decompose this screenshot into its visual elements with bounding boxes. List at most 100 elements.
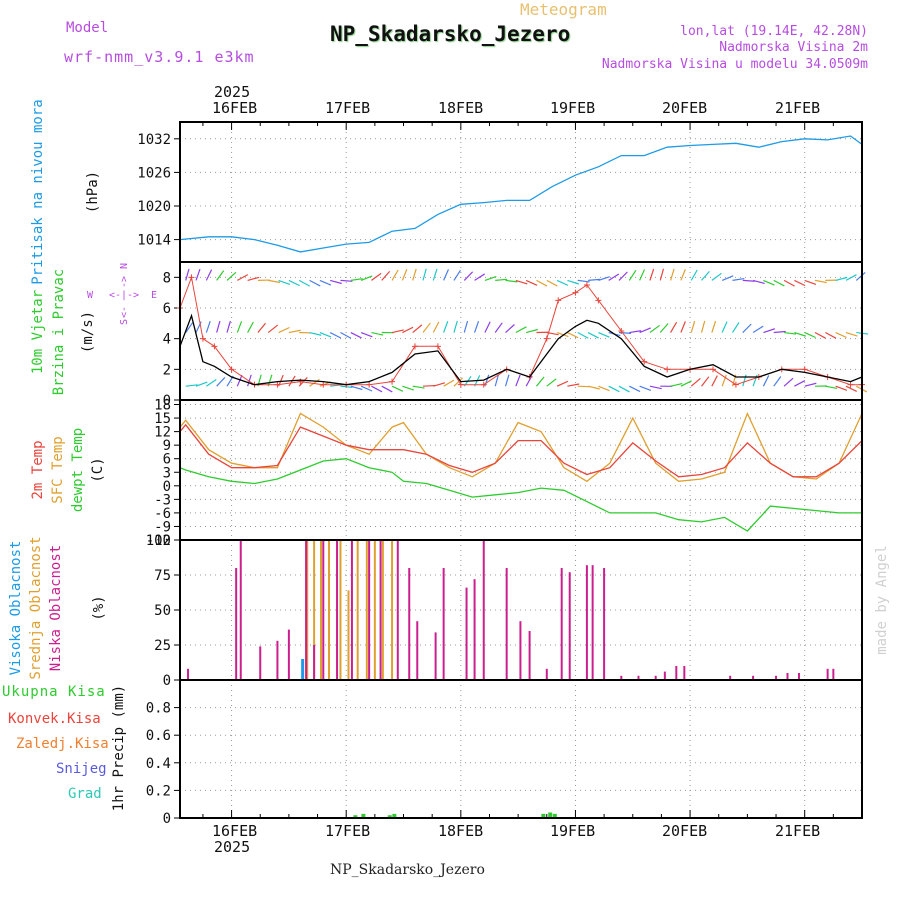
- wind-barb: [711, 272, 722, 281]
- wind-barb: [618, 385, 630, 393]
- legend-snow: Snijeg: [56, 761, 107, 777]
- wind-barb: [515, 279, 528, 285]
- y-tick-label: 75: [154, 568, 171, 584]
- low-cloud-bar: [675, 666, 678, 680]
- wind-barb: [783, 377, 794, 387]
- wind-barb: [360, 275, 373, 281]
- wind-gust-marker: [389, 378, 396, 385]
- wind-barb: [700, 320, 706, 333]
- wind-barb: [484, 321, 491, 333]
- low-cloud-bar: [786, 673, 789, 680]
- elevation-text: Nadmorska Visina 2m: [719, 40, 868, 55]
- wind-gust-marker: [664, 366, 671, 373]
- wind-gust-marker: [366, 381, 373, 388]
- low-cloud-bar: [408, 568, 411, 680]
- wind-barb: [329, 279, 342, 285]
- wind-gust-marker: [847, 381, 854, 388]
- low-cloud-bar: [683, 666, 686, 680]
- meteogram-subtitle: Meteogram: [520, 0, 607, 19]
- wind-barb: [556, 331, 569, 338]
- wind-gust-marker: [801, 366, 808, 373]
- wind-barb: [742, 279, 755, 282]
- chart-marks: [177, 135, 869, 818]
- y-tick-label: 4: [163, 332, 171, 348]
- wind-gust-marker: [188, 274, 195, 281]
- wind-barb: [484, 275, 497, 281]
- temp-unit: (C): [90, 457, 106, 482]
- wind-barb: [216, 320, 221, 333]
- wind-barb: [731, 322, 740, 333]
- compass-north: N: [119, 263, 130, 269]
- low-cloud-bar: [235, 568, 238, 680]
- low-cloud-bar: [379, 540, 382, 680]
- wind-barb: [443, 379, 455, 387]
- wind-barb: [504, 374, 510, 387]
- wind-barb: [814, 332, 826, 339]
- wind-barb: [247, 321, 254, 333]
- day-label-top-2: 18FEB: [438, 99, 484, 117]
- panel-frames: [179, 121, 863, 819]
- wind-gust-marker: [572, 289, 579, 296]
- wind-gust-marker: [480, 381, 487, 388]
- wind-barb: [732, 277, 745, 281]
- wind-barb: [835, 276, 848, 281]
- mid-cloud-bar: [391, 540, 394, 680]
- mid-cloud-bar: [347, 590, 350, 680]
- wind-barb: [680, 321, 686, 333]
- y-tick-label: 3: [163, 465, 171, 481]
- wind-barb: [690, 378, 701, 387]
- low-cloud-bar: [637, 675, 640, 680]
- y-tick-label: 18: [154, 398, 171, 414]
- wind-barb: [195, 268, 201, 281]
- mid-cloud-bar: [328, 540, 331, 680]
- wind-barb: [701, 270, 710, 281]
- wind-barb: [721, 275, 734, 281]
- wind-barb: [835, 331, 847, 339]
- wind-barb: [247, 374, 252, 387]
- wind-barb: [226, 320, 231, 333]
- day-label-bottom-3: 19FEB: [550, 822, 596, 840]
- station-title: NP_Skadarsko_Jezero: [330, 22, 571, 46]
- wind-barb: [567, 331, 579, 339]
- wind-barb: [794, 331, 807, 337]
- wind-barb: [763, 328, 776, 334]
- compass-east: E: [151, 290, 157, 301]
- wind-barb: [453, 377, 464, 387]
- day-label-top-4: 20FEB: [662, 99, 708, 117]
- wind-gust-marker: [274, 381, 281, 388]
- wind-barb: [845, 331, 858, 337]
- wind-barb: [794, 279, 806, 287]
- panel-frame-2: [179, 399, 863, 541]
- pressure-unit: (hPa): [85, 171, 101, 213]
- wind-barb: [639, 327, 651, 334]
- wind-gust-marker: [457, 381, 464, 388]
- wind-barb: [453, 269, 461, 281]
- wind-barb: [329, 331, 342, 339]
- model-elevation-text: Nadmorska Visina u modelu 34.0509m: [601, 57, 868, 72]
- low-cloud-bar: [591, 565, 594, 680]
- wind-barb: [628, 270, 637, 281]
- wind-barb: [556, 380, 569, 387]
- day-label-top-3: 19FEB: [550, 99, 596, 117]
- low-cloud-bar: [259, 646, 262, 680]
- y-tick-label: 0.6: [146, 728, 171, 744]
- wind-gust-marker: [211, 343, 218, 350]
- wind-barb: [226, 271, 237, 281]
- wind-barb: [618, 271, 628, 281]
- wind-barb: [804, 331, 816, 339]
- legend-total-rain: Ukupna Kisa: [2, 684, 106, 700]
- y-tick-label: 1026: [137, 165, 171, 181]
- wind-barb: [639, 269, 646, 281]
- low-cloud-bar: [545, 668, 548, 680]
- wind-gust-marker: [411, 343, 418, 350]
- wind-barb: [432, 268, 438, 281]
- wind-barb: [794, 380, 806, 387]
- legend-hail: Grad: [68, 786, 102, 802]
- y-tick-label: 0: [163, 479, 171, 495]
- wind-barb: [371, 272, 382, 281]
- wind-barb: [598, 385, 610, 392]
- wind-barb: [371, 331, 384, 336]
- wind-barb: [463, 320, 469, 333]
- low-cloud-bar: [603, 568, 606, 680]
